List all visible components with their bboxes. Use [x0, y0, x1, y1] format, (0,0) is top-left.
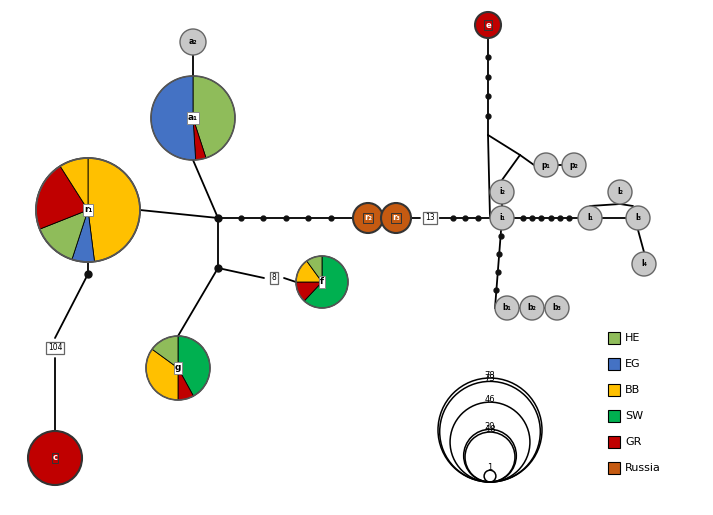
Text: BB: BB — [625, 385, 640, 395]
Text: i₂: i₂ — [499, 187, 505, 197]
Circle shape — [381, 203, 411, 233]
Text: p₁: p₁ — [542, 161, 550, 169]
Text: c: c — [53, 454, 58, 462]
Wedge shape — [36, 166, 88, 229]
Circle shape — [578, 206, 602, 230]
Text: 1: 1 — [488, 463, 493, 472]
Circle shape — [608, 180, 632, 204]
Wedge shape — [146, 349, 178, 400]
Wedge shape — [60, 158, 88, 210]
Text: 78: 78 — [485, 371, 496, 380]
Text: 13: 13 — [425, 214, 435, 222]
Wedge shape — [152, 336, 178, 368]
Text: r₁: r₁ — [84, 205, 92, 215]
Wedge shape — [304, 256, 348, 308]
Text: l₃: l₃ — [635, 214, 641, 222]
Circle shape — [545, 296, 569, 320]
Text: f: f — [320, 278, 324, 286]
Text: SW: SW — [625, 411, 643, 421]
Text: r₁: r₁ — [84, 205, 92, 215]
Wedge shape — [40, 210, 88, 257]
Wedge shape — [193, 118, 206, 160]
Text: l₁: l₁ — [587, 214, 593, 222]
Circle shape — [495, 296, 519, 320]
Wedge shape — [178, 336, 210, 396]
Wedge shape — [88, 158, 140, 262]
Text: g: g — [175, 364, 181, 372]
Circle shape — [632, 252, 656, 276]
Circle shape — [180, 29, 206, 55]
Circle shape — [490, 206, 514, 230]
Wedge shape — [151, 76, 195, 160]
Wedge shape — [296, 282, 322, 301]
Wedge shape — [296, 261, 322, 282]
Wedge shape — [178, 368, 193, 400]
Text: i₁: i₁ — [499, 214, 505, 222]
Circle shape — [475, 12, 501, 38]
Text: EG: EG — [625, 359, 640, 369]
Text: a₂: a₂ — [189, 38, 198, 46]
Circle shape — [520, 296, 544, 320]
Text: r₃: r₃ — [392, 214, 400, 222]
Text: r₂: r₂ — [364, 214, 372, 222]
Text: 104: 104 — [48, 344, 62, 352]
Wedge shape — [88, 158, 140, 262]
Text: p₂: p₂ — [570, 161, 578, 169]
Wedge shape — [60, 158, 88, 210]
Circle shape — [490, 180, 514, 204]
Wedge shape — [72, 210, 95, 262]
Text: b₂: b₂ — [528, 303, 536, 313]
Wedge shape — [36, 166, 88, 229]
Wedge shape — [40, 210, 88, 260]
FancyBboxPatch shape — [608, 332, 620, 344]
Text: l₂: l₂ — [617, 187, 623, 197]
Circle shape — [353, 203, 383, 233]
FancyBboxPatch shape — [608, 462, 620, 474]
Text: 20: 20 — [485, 422, 496, 432]
Circle shape — [28, 431, 82, 485]
FancyBboxPatch shape — [608, 384, 620, 396]
Wedge shape — [193, 76, 235, 158]
Circle shape — [534, 153, 558, 177]
Text: 18: 18 — [485, 425, 496, 434]
Circle shape — [626, 206, 650, 230]
Text: e: e — [485, 21, 491, 29]
FancyBboxPatch shape — [608, 358, 620, 370]
Text: 73: 73 — [485, 374, 496, 383]
Circle shape — [562, 153, 586, 177]
Text: 8: 8 — [272, 273, 277, 283]
Text: HE: HE — [625, 333, 640, 343]
Text: Russia: Russia — [625, 463, 661, 473]
FancyBboxPatch shape — [608, 436, 620, 448]
Wedge shape — [66, 210, 88, 262]
Text: b₃: b₃ — [553, 303, 561, 313]
Wedge shape — [307, 256, 322, 282]
Text: b₁: b₁ — [503, 303, 511, 313]
Text: a₁: a₁ — [188, 113, 198, 123]
Text: GR: GR — [625, 437, 642, 447]
FancyBboxPatch shape — [608, 410, 620, 422]
Text: 46: 46 — [485, 395, 496, 404]
Text: l₄: l₄ — [641, 260, 647, 268]
